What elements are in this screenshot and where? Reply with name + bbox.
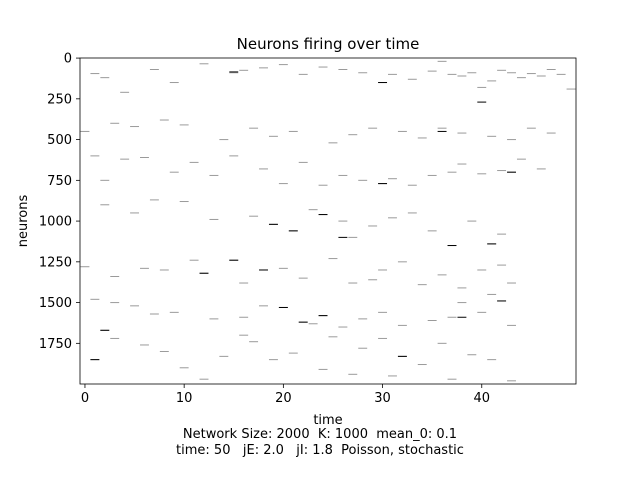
x-tick-label: 40 bbox=[473, 391, 490, 406]
x-tick-label: 30 bbox=[374, 391, 391, 406]
spike-layer bbox=[80, 60, 576, 382]
y-tick-label: 750 bbox=[47, 174, 72, 189]
x-axis-label: time bbox=[313, 413, 342, 428]
x-tick-label: 10 bbox=[176, 391, 193, 406]
y-tick-label: 250 bbox=[47, 92, 72, 107]
caption-line-1: Network Size: 2000 K: 1000 mean_0: 0.1 bbox=[182, 427, 458, 442]
chart-title: Neurons firing over time bbox=[237, 35, 420, 53]
y-tick-label: 1500 bbox=[39, 296, 72, 311]
y-tick-label: 1000 bbox=[39, 215, 72, 230]
plot-area bbox=[80, 58, 576, 384]
y-tick-label: 1250 bbox=[39, 255, 72, 270]
y-tick-label: 0 bbox=[64, 52, 72, 67]
y-tick-label: 1750 bbox=[39, 337, 72, 352]
caption-line-2: time: 50 jE: 2.0 jI: 1.8 Poisson, stocha… bbox=[176, 443, 464, 458]
y-tick-label: 500 bbox=[47, 133, 72, 148]
x-axis: 0 10 20 30 40 bbox=[81, 384, 490, 406]
x-tick-label: 0 bbox=[81, 391, 89, 406]
y-axis: 0 250 500 750 1000 1250 1500 1750 bbox=[39, 52, 80, 352]
x-tick-label: 20 bbox=[275, 391, 292, 406]
y-axis-label: neurons bbox=[16, 195, 31, 248]
